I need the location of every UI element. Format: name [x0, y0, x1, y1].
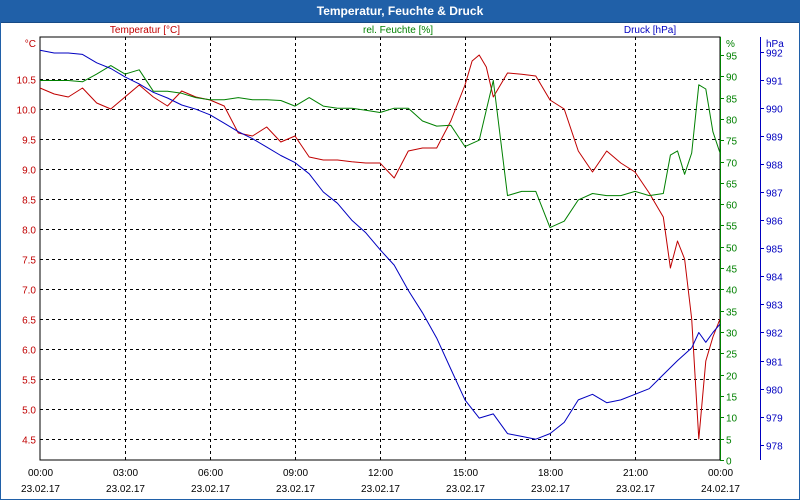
x-tick-time: 03:00 — [113, 468, 138, 479]
x-tick-date: 23.02.17 — [21, 484, 60, 495]
x-tick-date: 23.02.17 — [191, 484, 230, 495]
temperature-tick-label: 5.5 — [22, 376, 36, 387]
legend-pressure: Druck [hPa] — [624, 25, 676, 36]
temperature-tick-label: 9.0 — [22, 166, 36, 177]
x-tick-date: 23.02.17 — [276, 484, 315, 495]
temperature-unit-label: °C — [25, 39, 36, 50]
humidity-series-line — [40, 65, 721, 229]
x-tick-time: 18:00 — [538, 468, 563, 479]
pressure-tick-label: 984 — [766, 273, 783, 284]
pressure-tick-label: 987 — [766, 189, 783, 200]
temperature-tick-label: 9.5 — [22, 136, 36, 147]
humidity-tick-label: 80 — [726, 116, 738, 127]
x-tick-date: 23.02.17 — [531, 484, 570, 495]
pressure-tick-label: 983 — [766, 301, 783, 312]
pressure-tick-label: 992 — [766, 49, 783, 60]
x-tick-date: 23.02.17 — [361, 484, 400, 495]
humidity-tick-label: 50 — [726, 244, 738, 255]
humidity-tick-label: 75 — [726, 137, 738, 148]
humidity-tick-label: 20 — [726, 372, 738, 383]
pressure-tick-label: 978 — [766, 442, 783, 453]
pressure-tick-label: 991 — [766, 77, 783, 88]
temperature-tick-label: 10.5 — [17, 76, 37, 87]
pressure-series-line — [39, 49, 721, 440]
x-tick-time: 12:00 — [368, 468, 393, 479]
temperature-tick-label: 5.0 — [22, 406, 36, 417]
humidity-tick-label: 55 — [726, 222, 738, 233]
pressure-tick-label: 989 — [766, 133, 783, 144]
humidity-tick-label: 45 — [726, 265, 738, 276]
pressure-tick-label: 982 — [766, 329, 783, 340]
pressure-unit-label: hPa — [766, 39, 784, 50]
temperature-tick-label: 6.0 — [22, 346, 36, 357]
humidity-tick-label: 40 — [726, 286, 738, 297]
humidity-tick-label: 95 — [726, 52, 738, 63]
x-tick-time: 15:00 — [453, 468, 478, 479]
pressure-tick-label: 980 — [766, 386, 783, 397]
humidity-tick-label: 15 — [726, 393, 738, 404]
x-tick-time: 06:00 — [198, 468, 223, 479]
temperature-series-line — [39, 54, 721, 440]
pressure-tick-label: 981 — [766, 358, 783, 369]
humidity-unit-label: % — [726, 39, 735, 50]
pressure-tick-label: 979 — [766, 414, 783, 425]
humidity-tick-label: 60 — [726, 201, 738, 212]
humidity-tick-label: 85 — [726, 95, 738, 106]
temperature-tick-label: 4.5 — [22, 436, 36, 447]
legend-humidity: rel. Feuchte [%] — [363, 25, 433, 36]
x-tick-time: 00:00 — [708, 468, 733, 479]
x-tick-date: 23.02.17 — [616, 484, 655, 495]
x-tick-time: 00:00 — [28, 468, 53, 479]
humidity-tick-label: 5 — [726, 436, 732, 447]
pressure-tick-label: 985 — [766, 245, 783, 256]
temperature-tick-label: 8.0 — [22, 226, 36, 237]
legend-temperature: Temperatur [°C] — [110, 25, 180, 36]
humidity-tick-label: 70 — [726, 159, 738, 170]
x-tick-date: 23.02.17 — [106, 484, 145, 495]
humidity-tick-label: 25 — [726, 350, 738, 361]
humidity-tick-label: 90 — [726, 73, 738, 84]
chart-title: Temperatur, Feuchte & Druck — [316, 4, 484, 18]
chart-title-bar: Temperatur, Feuchte & Druck — [0, 0, 800, 23]
x-tick-time: 09:00 — [283, 468, 308, 479]
pressure-tick-label: 988 — [766, 161, 783, 172]
x-tick-date: 23.02.17 — [446, 484, 485, 495]
humidity-tick-label: 35 — [726, 308, 738, 319]
temperature-tick-label: 7.5 — [22, 256, 36, 267]
temperature-tick-label: 10.0 — [17, 106, 37, 117]
temperature-tick-label: 6.5 — [22, 316, 36, 327]
pressure-tick-label: 990 — [766, 105, 783, 116]
humidity-tick-label: 0 — [726, 457, 732, 468]
x-tick-date: 24.02.17 — [701, 484, 740, 495]
humidity-tick-label: 65 — [726, 180, 738, 191]
pressure-tick-label: 986 — [766, 217, 783, 228]
x-tick-time: 21:00 — [623, 468, 648, 479]
humidity-tick-label: 10 — [726, 414, 738, 425]
temperature-tick-label: 8.5 — [22, 196, 36, 207]
temperature-tick-label: 7.0 — [22, 286, 36, 297]
humidity-tick-label: 30 — [726, 329, 738, 340]
